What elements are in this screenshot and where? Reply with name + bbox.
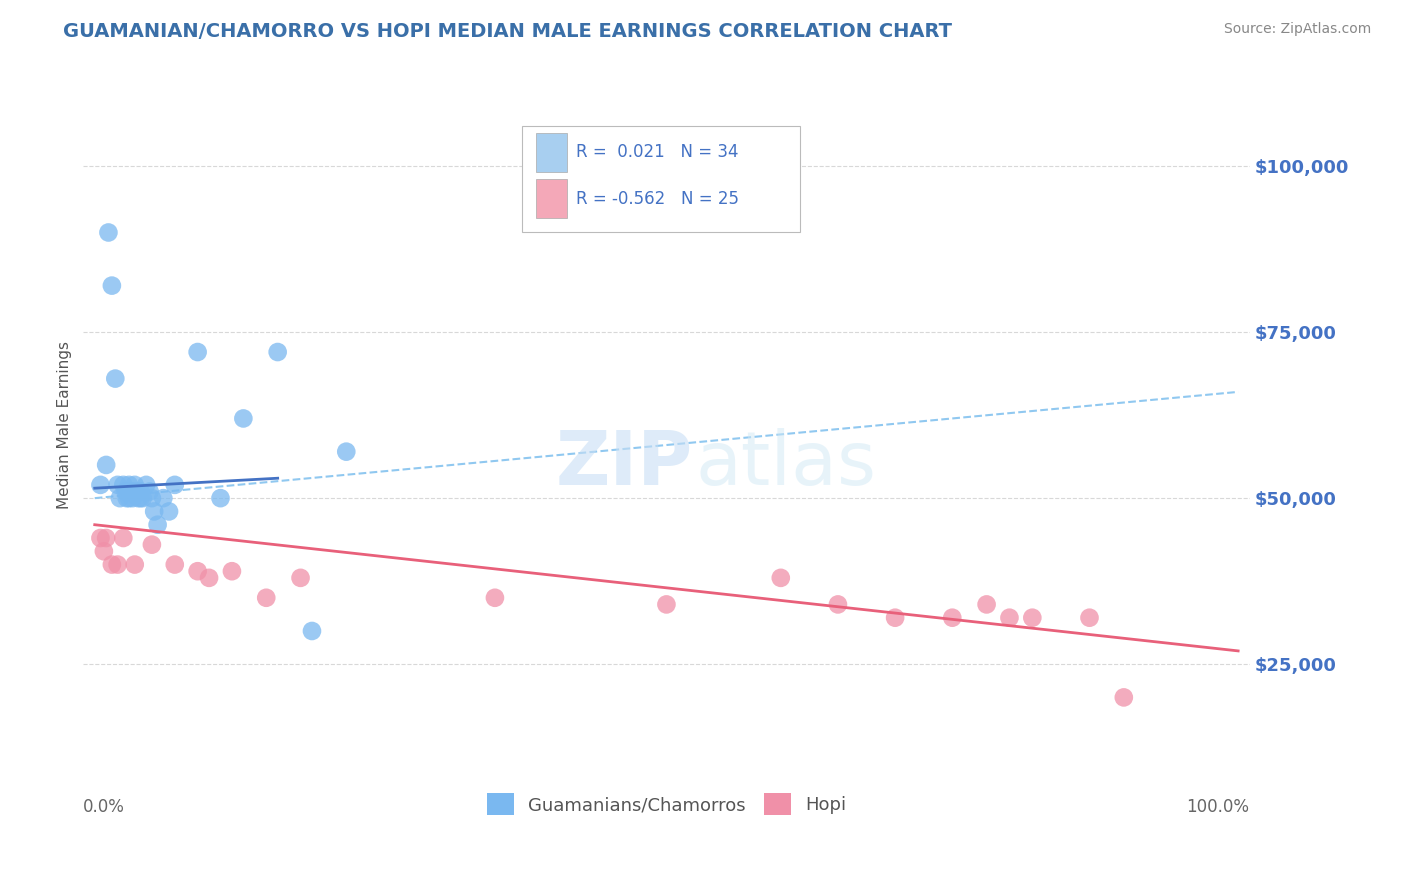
Point xyxy=(135,478,157,492)
Point xyxy=(96,458,118,472)
Point xyxy=(146,517,169,532)
Point xyxy=(89,531,111,545)
Point xyxy=(769,571,792,585)
Point xyxy=(152,491,174,505)
Point xyxy=(104,371,127,385)
Point xyxy=(115,491,138,505)
Point xyxy=(266,345,288,359)
Point xyxy=(132,491,155,505)
Point xyxy=(129,484,152,499)
Point xyxy=(96,531,118,545)
Point xyxy=(112,531,135,545)
Point xyxy=(221,564,243,578)
Point xyxy=(101,278,124,293)
Point xyxy=(254,591,277,605)
Point xyxy=(121,491,143,505)
Point xyxy=(118,478,141,492)
Point xyxy=(112,478,135,492)
Text: Source: ZipAtlas.com: Source: ZipAtlas.com xyxy=(1223,22,1371,37)
Point xyxy=(118,491,141,505)
Point xyxy=(655,598,678,612)
Point xyxy=(187,564,209,578)
Text: GUAMANIAN/CHAMORRO VS HOPI MEDIAN MALE EARNINGS CORRELATION CHART: GUAMANIAN/CHAMORRO VS HOPI MEDIAN MALE E… xyxy=(63,22,952,41)
Point xyxy=(941,610,963,624)
Point xyxy=(114,484,136,499)
Point xyxy=(301,624,323,638)
Point xyxy=(232,411,254,425)
Point xyxy=(120,484,142,499)
Point xyxy=(143,504,166,518)
Point xyxy=(101,558,124,572)
Point xyxy=(138,484,160,499)
Point xyxy=(141,491,163,505)
Point xyxy=(335,444,357,458)
Legend: Guamanians/Chamorros, Hopi: Guamanians/Chamorros, Hopi xyxy=(479,786,853,822)
Point xyxy=(209,491,232,505)
Point xyxy=(124,558,146,572)
Point xyxy=(163,478,186,492)
Point xyxy=(93,544,115,558)
Text: 0.0%: 0.0% xyxy=(83,797,125,815)
Point xyxy=(141,538,163,552)
Point xyxy=(127,491,149,505)
Text: R = -0.562   N = 25: R = -0.562 N = 25 xyxy=(576,190,740,208)
Text: ZIP: ZIP xyxy=(555,427,692,500)
Point xyxy=(290,571,312,585)
Text: 100.0%: 100.0% xyxy=(1187,797,1250,815)
Point xyxy=(163,558,186,572)
Point xyxy=(1112,690,1135,705)
Point xyxy=(124,478,146,492)
Point xyxy=(107,478,129,492)
Text: R =  0.021   N = 34: R = 0.021 N = 34 xyxy=(576,144,740,161)
Point xyxy=(129,491,152,505)
Point xyxy=(998,610,1021,624)
Point xyxy=(1021,610,1043,624)
Point xyxy=(107,558,129,572)
Point xyxy=(187,345,209,359)
Point xyxy=(89,478,111,492)
Text: atlas: atlas xyxy=(695,427,876,500)
Point xyxy=(157,504,180,518)
Point xyxy=(827,598,849,612)
Y-axis label: Median Male Earnings: Median Male Earnings xyxy=(58,341,72,509)
Point xyxy=(125,484,148,499)
Point xyxy=(108,491,131,505)
Point xyxy=(976,598,998,612)
Point xyxy=(884,610,907,624)
Point xyxy=(484,591,506,605)
Point xyxy=(1078,610,1101,624)
Point xyxy=(198,571,221,585)
Point xyxy=(97,226,120,240)
